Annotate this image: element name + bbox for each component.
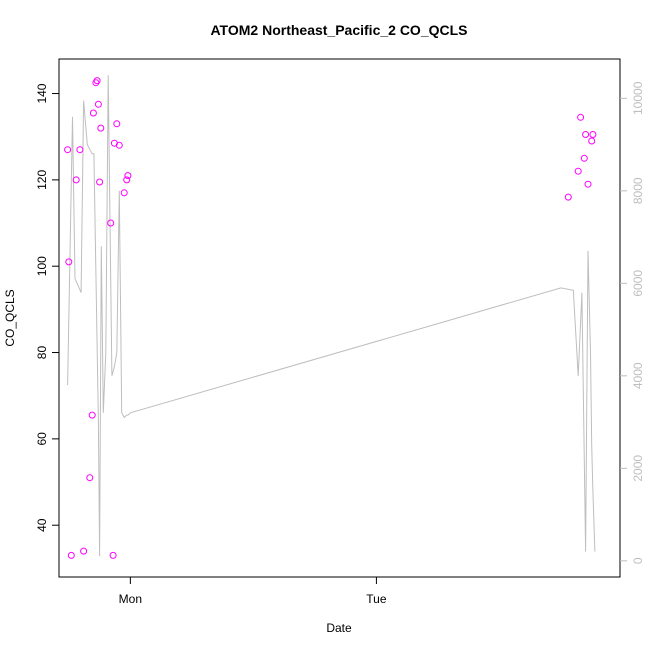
data-point [72,176,80,184]
x-axis-label: Date [326,621,352,635]
y-left-tick-label: 60 [35,432,49,446]
data-point [89,109,97,117]
y-left-tick-label: 80 [35,346,49,360]
y-left-tick-label: 100 [35,256,49,276]
data-point [589,131,597,138]
data-point [120,189,128,197]
data-point [65,258,73,266]
data-point [109,551,117,559]
data-point [588,137,596,145]
series-points-layer [64,77,597,559]
data-point [113,120,121,128]
series-line [67,75,596,557]
data-point [76,146,84,154]
data-point [582,131,590,138]
y-left-tick-label: 140 [35,83,49,103]
data-point [107,219,115,227]
y-right-tick-label: 8000 [631,177,645,204]
y-left-tick-label: 120 [35,170,49,190]
data-point [96,178,104,186]
y-axis-left: 40 60 80 100 120 140 [35,83,59,532]
y-right-tick-label: 4000 [631,362,645,389]
data-point [88,411,96,419]
data-point [94,100,102,108]
data-point [564,193,572,201]
series-line-layer [67,75,596,557]
data-point [93,77,101,85]
data-point [123,176,131,184]
data-point [86,474,94,482]
chart-title: ATOM2 Northeast_Pacific_2 CO_QCLS [210,22,467,38]
y-axis-label: CO_QCLS [3,289,17,346]
y-right-tick-label: 10000 [631,81,645,115]
plot-frame [58,58,621,578]
y-right-tick-label: 0 [631,557,645,564]
data-point [584,180,592,188]
data-point [97,124,105,132]
data-point [577,113,585,121]
y-axis-right: 0 2000 4000 6000 8000 10000 [620,81,645,564]
y-right-tick-label: 2000 [631,455,645,482]
data-point [67,551,75,559]
data-point [574,167,582,175]
y-left-tick-label: 40 [35,518,49,532]
data-point [80,547,88,555]
data-point [580,154,588,162]
data-point [64,146,72,154]
x-axis: Mon Tue [119,577,387,606]
y-right-tick-label: 6000 [631,270,645,297]
data-point [124,172,132,180]
x-tick-label: Mon [119,592,142,606]
x-tick-label: Tue [366,592,387,606]
data-point [115,141,123,149]
